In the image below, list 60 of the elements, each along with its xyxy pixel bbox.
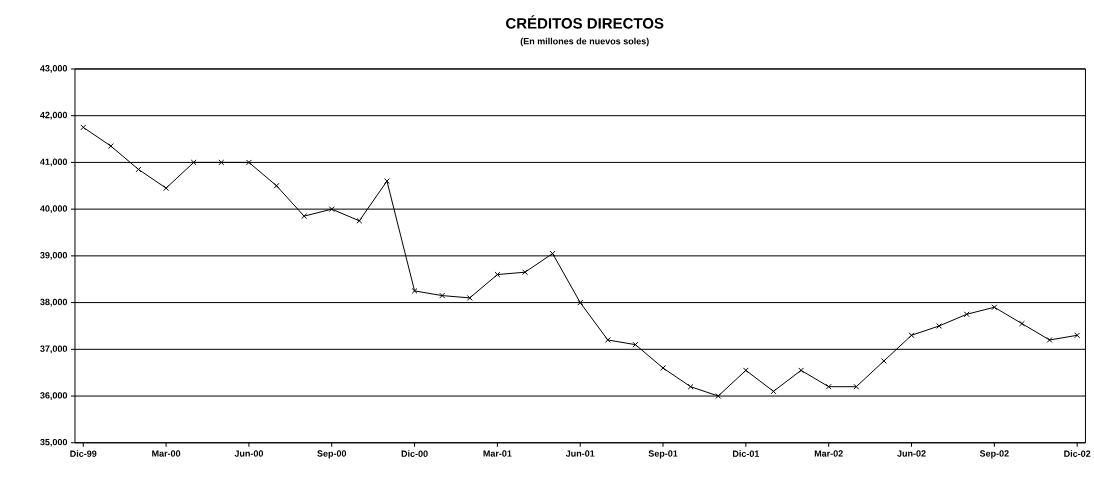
x-tick-label: Jun-02 [897,450,926,457]
point [411,288,418,295]
point [80,124,87,131]
point [218,159,225,166]
x-tick-label: Mar-02 [814,450,843,457]
y-tick-label: 42,000 [40,111,68,120]
x-tick-label: Sep-01 [648,450,678,459]
x-tick-label: Dic-01 [732,450,760,458]
x-tick-label: Dic-02 [1064,450,1091,458]
x-tick-label: Jun-01 [565,450,595,457]
point [356,217,363,224]
point [604,337,611,344]
point [245,159,252,166]
x-tick-label: Jun-00 [234,450,264,457]
point [798,367,805,374]
y-tick-label: 39,000 [40,252,68,260]
point [908,332,915,339]
point [301,213,308,220]
point [439,292,446,299]
point [825,383,832,390]
point [632,341,639,348]
point [190,159,197,166]
y-tick-label: 38,000 [40,298,68,307]
point [770,388,777,395]
point [328,206,335,213]
point [494,271,501,278]
y-tick-label: 43,000 [40,65,68,73]
point [1074,332,1081,339]
y-tick-label: 40,000 [40,205,68,214]
x-tick-label: Mar-00 [152,450,181,457]
point [522,269,528,276]
point [963,311,970,318]
point [715,393,722,400]
x-tick-label: Mar-01 [483,450,512,457]
point [1046,337,1053,344]
point [853,383,860,390]
point [163,185,170,192]
y-tick-label: 41,000 [40,158,68,167]
x-tick-label: Dic-00 [401,450,428,458]
point [273,182,280,189]
point [107,143,114,150]
y-tick-label: 35,000 [40,439,68,447]
point [549,250,556,257]
point [991,304,998,311]
point [936,323,943,330]
x-tick-label: Dic-99 [70,450,97,458]
chart-title: CRÉDITOS DIRECTOS [506,15,664,29]
point [880,358,887,365]
point [1018,320,1025,327]
point [687,383,694,390]
point [742,367,749,374]
point [135,166,142,173]
point [577,299,584,306]
y-tick-label: 36,000 [40,392,68,401]
x-tick-label: Sep-00 [317,450,347,459]
point [466,295,473,302]
y-tick-label: 37,000 [40,345,68,354]
x-tick-label: Sep-02 [979,450,1009,459]
chart-subtitle: (En millones de nuevos soles) [520,37,649,47]
point [383,178,390,185]
